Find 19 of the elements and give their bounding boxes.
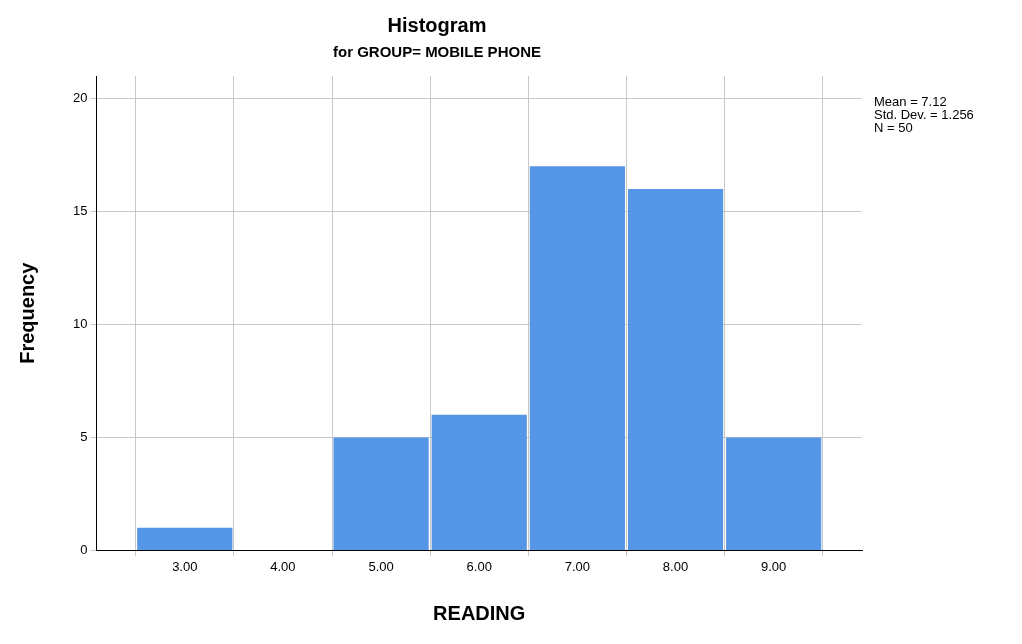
x-tick-label: 8.00	[662, 558, 689, 574]
x-tick-label: 7.00	[564, 558, 591, 574]
text: N = 50	[874, 120, 913, 136]
y-tick-label: 0	[80, 541, 88, 557]
x-tick-label: 5.00	[368, 558, 394, 574]
chart-title: Histogram	[387, 13, 487, 36]
x-tick-label: 3.00	[172, 558, 198, 574]
x-axis-title: READING	[433, 601, 526, 624]
y-tick-label: 20	[72, 90, 88, 106]
x-tick-label: 4.00	[270, 558, 296, 574]
x-tick-label: 9.00	[761, 558, 787, 574]
y-axis-title: Frequency	[15, 261, 38, 364]
y-tick-label: 10	[72, 316, 88, 332]
chart-subtitle: for GROUP= MOBILE PHONE	[333, 43, 541, 61]
y-tick-label: 5	[80, 429, 88, 445]
text: Mean = 7.12	[874, 94, 947, 110]
y-tick-label: 15	[72, 203, 88, 219]
x-tick-label: 6.00	[466, 558, 492, 574]
text: Std. Dev. = 1.256	[874, 107, 974, 123]
